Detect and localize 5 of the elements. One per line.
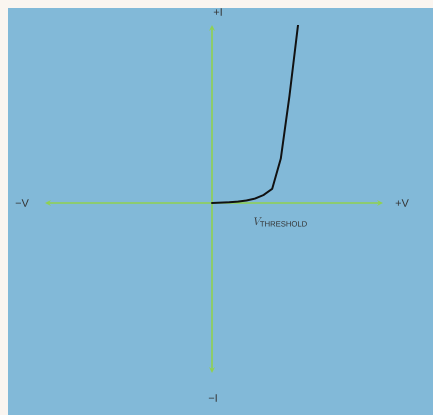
text: −I xyxy=(208,394,217,402)
text: $V_{\mathrm{THRESHOLD}}$ xyxy=(254,217,307,227)
text: +V xyxy=(396,199,409,207)
text: −V xyxy=(16,199,29,207)
text: +I xyxy=(214,8,222,16)
